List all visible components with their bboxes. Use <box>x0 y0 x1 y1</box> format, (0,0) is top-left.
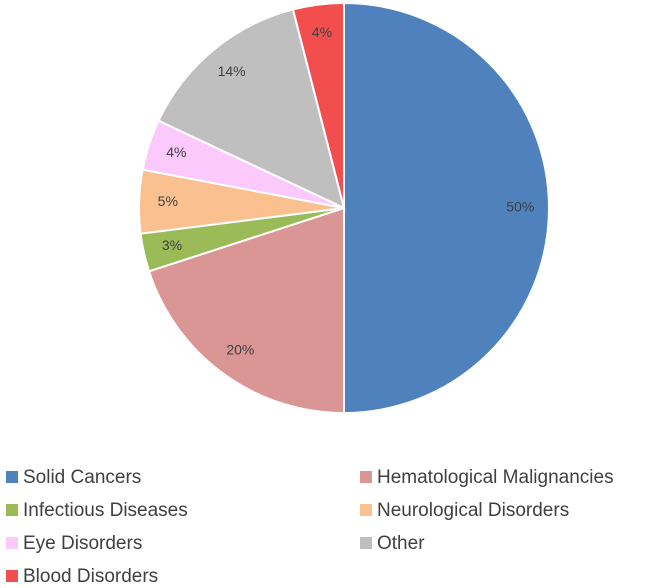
legend-swatch <box>6 537 18 549</box>
pie-slice <box>291 1 345 209</box>
legend-label: Solid Cancers <box>23 467 141 488</box>
legend-swatch <box>6 570 18 582</box>
pie-slice <box>147 206 345 415</box>
data-label: 5% <box>158 193 178 209</box>
data-label: 14% <box>218 63 246 79</box>
data-label: 4% <box>166 144 186 160</box>
legend-label: Blood Disorders <box>23 566 158 587</box>
legend-swatch <box>6 504 18 516</box>
pie-slice <box>343 1 550 415</box>
legend-label: Neurological Disorders <box>377 500 569 521</box>
legend-label: Infectious Diseases <box>23 500 188 521</box>
pie-slice <box>157 8 346 210</box>
legend-swatch <box>360 471 372 483</box>
data-label: 50% <box>506 199 534 215</box>
legend-swatch <box>6 471 18 483</box>
legend-swatch <box>360 504 372 516</box>
legend-label: Eye Disorders <box>23 533 142 554</box>
legend-label: Hematological Malignancies <box>377 467 614 488</box>
data-label: 4% <box>312 24 332 40</box>
data-label: 3% <box>162 237 182 253</box>
legend-label: Other <box>377 533 425 554</box>
data-label: 20% <box>226 341 254 357</box>
legend-swatch <box>360 537 372 549</box>
